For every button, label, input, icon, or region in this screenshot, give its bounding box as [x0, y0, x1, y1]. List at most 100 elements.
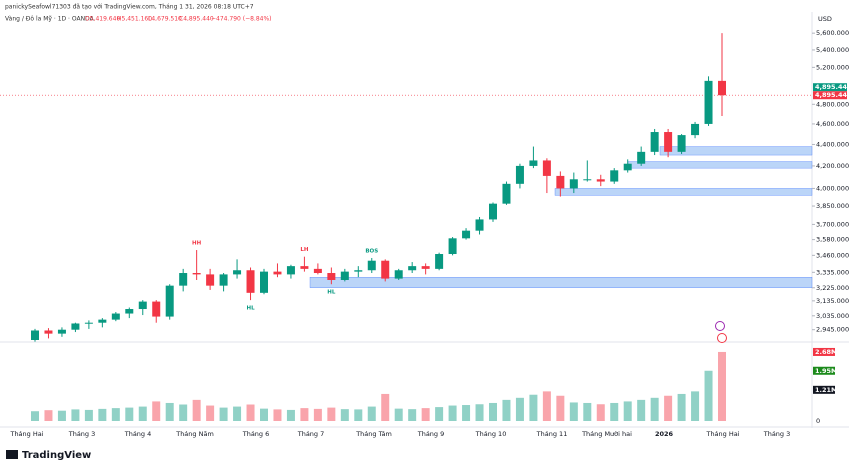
volume-bar	[260, 408, 268, 421]
candle-body	[623, 163, 632, 171]
candle	[623, 159, 632, 173]
candle	[138, 300, 147, 316]
time-label: Tháng 10	[475, 430, 507, 438]
candle	[435, 252, 444, 271]
structure-label: BOS	[365, 249, 378, 255]
candle	[421, 263, 430, 275]
volume-bar	[394, 408, 403, 421]
volume-bar	[354, 409, 363, 421]
volume-bar	[664, 395, 673, 421]
candle-body	[583, 179, 592, 181]
candle-body	[354, 270, 363, 272]
candle	[529, 146, 538, 169]
candle-body	[340, 271, 349, 280]
candle-body	[84, 322, 93, 324]
time-label: Tháng 9	[417, 430, 445, 438]
y-tick-label: 3,035.000	[816, 312, 849, 320]
volume-tag-label: 2.68M	[815, 348, 838, 356]
structure-label: HL	[246, 306, 255, 312]
candle-body	[502, 183, 511, 204]
candle-body	[125, 309, 134, 314]
volume-bar	[31, 411, 39, 421]
candle-body	[381, 260, 390, 279]
order-block-zone	[554, 188, 813, 196]
ohlc-high: H5,451.160	[117, 16, 152, 23]
y-tick-label: 3,225.000	[816, 284, 849, 292]
candle	[610, 168, 619, 184]
volume-bar	[300, 408, 309, 421]
candle	[583, 160, 592, 182]
candle	[165, 284, 174, 320]
time-label: Tháng Năm	[175, 430, 214, 438]
y-tick-label: 5,600.000	[816, 29, 849, 37]
volume-bar	[408, 409, 417, 421]
candle	[515, 163, 524, 189]
volume-bar	[637, 399, 646, 421]
candle-body	[718, 80, 726, 96]
candle	[125, 307, 134, 319]
candle	[71, 322, 80, 333]
volume-bar	[569, 402, 578, 421]
logo: TradingView	[6, 450, 91, 461]
y-tick-label: 2,945.000	[816, 326, 849, 334]
candle-body	[286, 266, 295, 275]
volume-bar	[367, 406, 376, 421]
volume-bar	[583, 402, 592, 421]
candle	[556, 171, 565, 197]
candle-body	[300, 266, 309, 269]
volume-bar	[704, 370, 713, 421]
structure-label: LH	[300, 247, 309, 253]
candle-body	[515, 165, 524, 184]
candle-body	[206, 274, 215, 286]
candle-body	[31, 330, 39, 340]
event-icon[interactable]	[715, 321, 725, 331]
time-label: Tháng Mười hai	[581, 430, 632, 438]
candle	[542, 158, 551, 194]
order-block-zone	[627, 161, 813, 169]
volume-bar	[542, 391, 551, 421]
candle	[381, 259, 390, 282]
volume-bar	[448, 405, 457, 421]
order-block-zone	[309, 277, 813, 288]
volume-bar	[650, 397, 659, 421]
y-tick-label: 3,135.000	[816, 297, 849, 305]
candle-body	[179, 273, 188, 286]
volume-bar	[138, 406, 147, 421]
ohlc-open: O5,419.640	[85, 16, 120, 23]
candle	[31, 328, 39, 342]
candle	[179, 268, 188, 292]
y-tick-label: 3,460.000	[816, 251, 849, 259]
time-label: Tháng 3	[68, 430, 96, 438]
candle	[394, 268, 403, 280]
candle	[691, 121, 700, 139]
volume-bar	[691, 391, 700, 421]
candle-body	[367, 260, 376, 271]
volume-bar	[125, 407, 134, 421]
volume-bar	[71, 409, 80, 421]
candle-body	[71, 323, 80, 330]
volume-bar	[502, 399, 511, 421]
candle-body	[394, 270, 403, 279]
y-tick-label: 3,335.000	[816, 268, 849, 276]
order-block-zone	[659, 146, 813, 156]
y-tick-label: 5,400.000	[816, 46, 849, 54]
candle	[462, 228, 471, 240]
candle	[569, 172, 578, 194]
symbol-title: Vàng / Đô la Mỹ · 1D · OANDA	[5, 16, 95, 23]
candle	[502, 181, 511, 205]
candle-body	[691, 123, 700, 136]
volume-tag-label: 1.95M	[815, 367, 838, 375]
volume-bar	[44, 410, 53, 421]
volume-bar	[273, 409, 282, 421]
volume-bar	[246, 404, 255, 421]
candle-body	[569, 179, 578, 189]
time-label: Tháng 4	[124, 430, 152, 438]
ohlc-change: −474.790 (−8.84%)	[211, 16, 272, 23]
volume-bar	[313, 408, 322, 421]
y-tick-label: 4,000.000	[816, 184, 849, 192]
candle	[596, 174, 605, 187]
news-icon[interactable]	[717, 333, 727, 343]
ohlc-close: C4,895.440	[179, 16, 214, 23]
candle	[664, 128, 673, 158]
author-line: panickySeafowl71303 đã tạo với TradingVi…	[5, 4, 254, 11]
